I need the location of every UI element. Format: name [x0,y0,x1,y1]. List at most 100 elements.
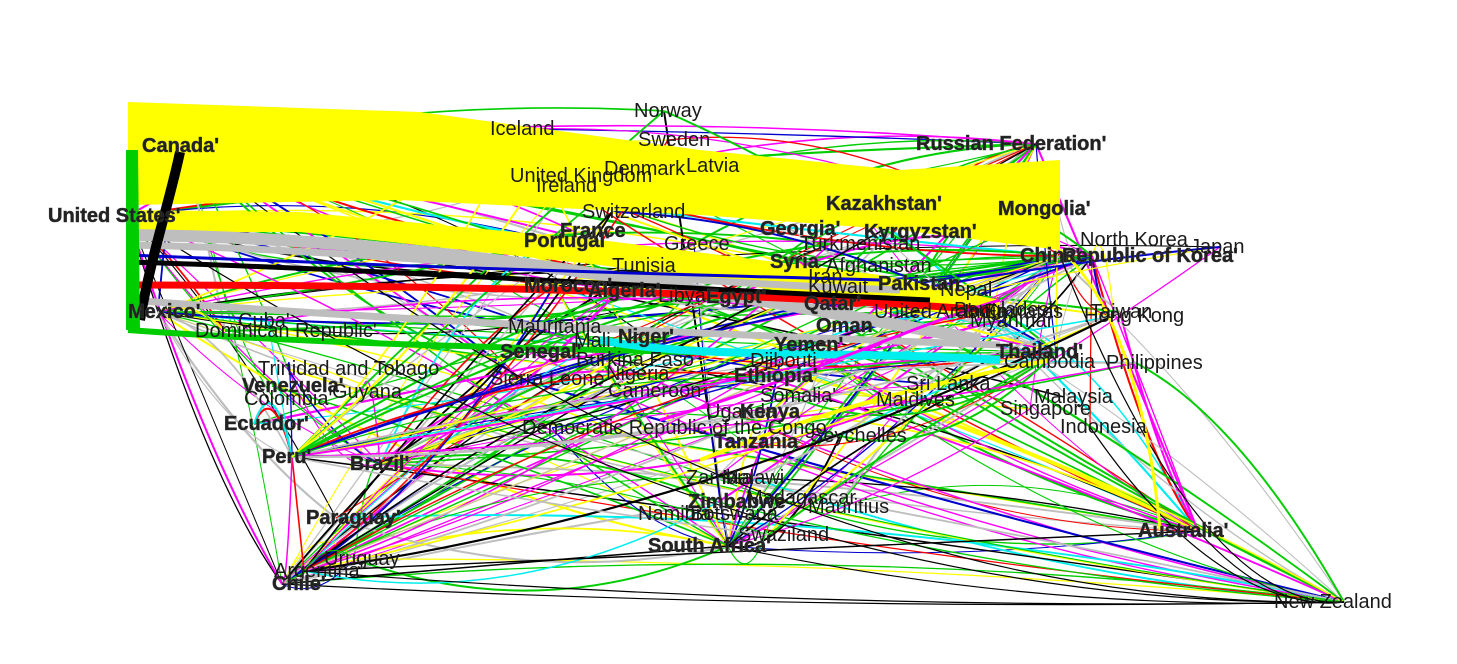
flow-edge [157,311,337,519]
node-label-switzerland: Switzerland [582,201,685,223]
flow-edge [252,402,294,458]
node-label-indonesia: Indonesia [1060,416,1148,438]
flow-edge [303,243,831,572]
node-label-denmark: Denmark [604,158,686,180]
flow-edge [303,311,995,572]
flow-band-gray [127,296,1001,349]
node-label-new-zealand: New Zealand [1274,591,1392,613]
flow-edge [291,276,839,458]
flow-edge [287,362,293,458]
flow-edge [1113,315,1345,603]
flow-edge [727,530,1199,554]
node-label-china: China' [1020,245,1080,267]
flow-band-gray [127,229,982,346]
node-label-mauritius: Mauritius [808,496,889,518]
flow-edge [1059,255,1345,603]
flow-edge [224,254,1061,333]
node-label-egypt: Egypt' [706,286,766,308]
flow-edge [379,463,769,536]
node-label-oman: Oman [816,315,873,337]
node-label-morocco: Morocco' [524,275,612,297]
flow-band-green [126,150,140,330]
node-label-mongolia: Mongolia' [998,198,1091,220]
flow-edge [1091,255,1199,532]
node-label-kyrgyzstan: Kyrgyzstan' [864,221,977,243]
node-label-iran: Iran [808,266,842,288]
flow-edge [127,215,1345,603]
flow-edge [1089,426,1345,604]
node-label-greece: Greece [664,233,730,255]
flow-band-blue [127,253,881,282]
label-layer: United States' Canada' Mexico' Cuba'Dominic… [48,100,1392,613]
flow-edge [291,371,765,458]
node-label-mauritania: Mauritania [508,316,602,338]
node-label-korea: Republic of Korea' [1062,245,1238,267]
flow-edge [281,211,613,585]
flow-edge [303,340,605,572]
node-label-kuwait: Kuwait [808,276,868,298]
flow-edge [281,286,839,585]
node-label-india: India [964,301,1008,323]
node-label-france: France [560,220,626,242]
flow-edge [303,285,555,572]
node-label-senegal: Senegal' [500,341,581,363]
flow-edge [361,391,1345,603]
flow-edge [839,351,1057,442]
flow-edge [281,456,293,585]
flow-edge [157,311,293,458]
node-label-myanmar: Myanmar [970,310,1054,332]
flow-edge [1118,311,1199,532]
flow-band-gray [127,241,901,294]
node-label-cuba: Cuba' [238,310,290,332]
flow-edge [727,360,781,547]
flow-edge [291,175,541,458]
node-label-uganda: Uganda [706,401,777,423]
flow-edge [717,501,1345,603]
node-label-swaziland: Swaziland [738,524,829,546]
node-label-portugal: Portugal' [524,230,610,252]
flow-edge [291,375,765,458]
node-label-ireland: Ireland [536,175,597,197]
node-label-zimbabwe: Zimbabwe [688,491,786,513]
flow-edge [303,311,1121,573]
flow-edge [537,326,1345,603]
flow-edge [281,500,719,586]
flow-edge [291,245,1221,458]
node-label-namibia: Namibia [638,503,712,525]
node-label-brazil: Brazil' [350,453,409,475]
flow-edge [379,255,1061,465]
flow-edge [839,351,1057,437]
flow-edge [647,336,1345,603]
flow-band-yellow [128,102,1060,250]
node-label-peru: Peru' [262,446,311,468]
node-label-russia: Russian Federation' [916,133,1106,155]
node-label-united-states: United States' [48,205,181,227]
node-label-georgia: Georgia' [760,218,840,240]
node-label-pakistan: Pakistan [878,273,960,295]
node-label-syria: Syria [770,251,820,273]
node-label-burkina-faso: Burkina Faso [576,349,694,371]
node-label-south-africa: South Africa' [648,535,771,557]
flow-edge [379,362,1137,465]
flow-band-cyan [599,336,1001,364]
node-label-botswana: Botswana [690,503,779,525]
node-label-dominican-republic: Dominican Republic' [195,320,377,342]
flow-band-yellow [1059,248,1162,531]
flow-edge [763,375,1345,603]
flow-edge [303,501,719,584]
flow-edge [751,477,1345,603]
flow-edge [281,541,355,585]
flow-edge [1091,244,1115,317]
node-label-sri-lanka: Sri Lanka [906,373,991,395]
node-label-maldives: Maldives [876,389,955,411]
node-label-sierra-leone: Sierra Leone [490,368,605,390]
flow-edge [837,484,1199,532]
flow-edge [837,255,1093,508]
node-label-philippines: Philippines [1106,352,1203,374]
flow-edge [1059,255,1121,313]
flow-band-yellow [699,358,1051,462]
flow-edge [727,255,1061,547]
flow-edge [537,248,1061,328]
node-label-libya: Libya [658,285,707,307]
